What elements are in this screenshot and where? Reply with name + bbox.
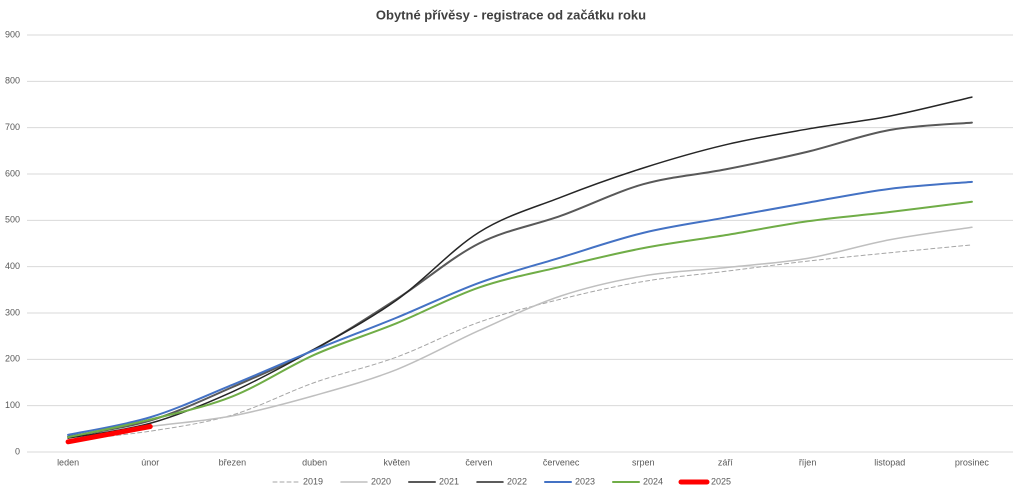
line-series xyxy=(67,244,973,441)
x-tick-label: červen xyxy=(465,457,492,467)
x-tick-label: březen xyxy=(219,457,247,467)
x-tick-label: říjen xyxy=(799,457,817,467)
x-tick-label: září xyxy=(718,457,734,467)
legend-label: 2024 xyxy=(643,476,663,486)
y-tick-label: 200 xyxy=(5,354,20,364)
x-tick-label: květen xyxy=(383,457,410,467)
line-series xyxy=(65,424,153,445)
y-tick-label: 300 xyxy=(5,307,20,317)
x-tick-label: srpen xyxy=(632,457,655,467)
x-tick-label: únor xyxy=(141,457,159,467)
y-tick-label: 0 xyxy=(15,446,20,456)
y-tick-label: 100 xyxy=(5,400,20,410)
x-tick-label: červenec xyxy=(543,457,580,467)
y-tick-label: 700 xyxy=(5,122,20,132)
chart-title: Obytné přívěsy - registrace od začátku r… xyxy=(376,7,646,22)
x-tick-label: listopad xyxy=(874,457,905,467)
y-tick-label: 800 xyxy=(5,76,20,86)
line-series xyxy=(67,121,973,438)
line-series xyxy=(67,180,973,436)
legend-label: 2019 xyxy=(303,476,323,486)
y-tick-label: 500 xyxy=(5,215,20,225)
y-tick-label: 900 xyxy=(5,29,20,39)
x-tick-label: prosinec xyxy=(955,457,990,467)
legend-label: 2021 xyxy=(439,476,459,486)
line-series xyxy=(67,200,973,439)
y-tick-label: 600 xyxy=(5,168,20,178)
x-tick-label: duben xyxy=(302,457,327,467)
y-tick-label: 400 xyxy=(5,261,20,271)
legend-label: 2022 xyxy=(507,476,527,486)
x-tick-label: leden xyxy=(57,457,79,467)
line-series xyxy=(67,226,973,439)
legend-label: 2020 xyxy=(371,476,391,486)
legend-label: 2023 xyxy=(575,476,595,486)
legend-label: 2025 xyxy=(711,476,731,486)
line-series xyxy=(67,96,973,439)
